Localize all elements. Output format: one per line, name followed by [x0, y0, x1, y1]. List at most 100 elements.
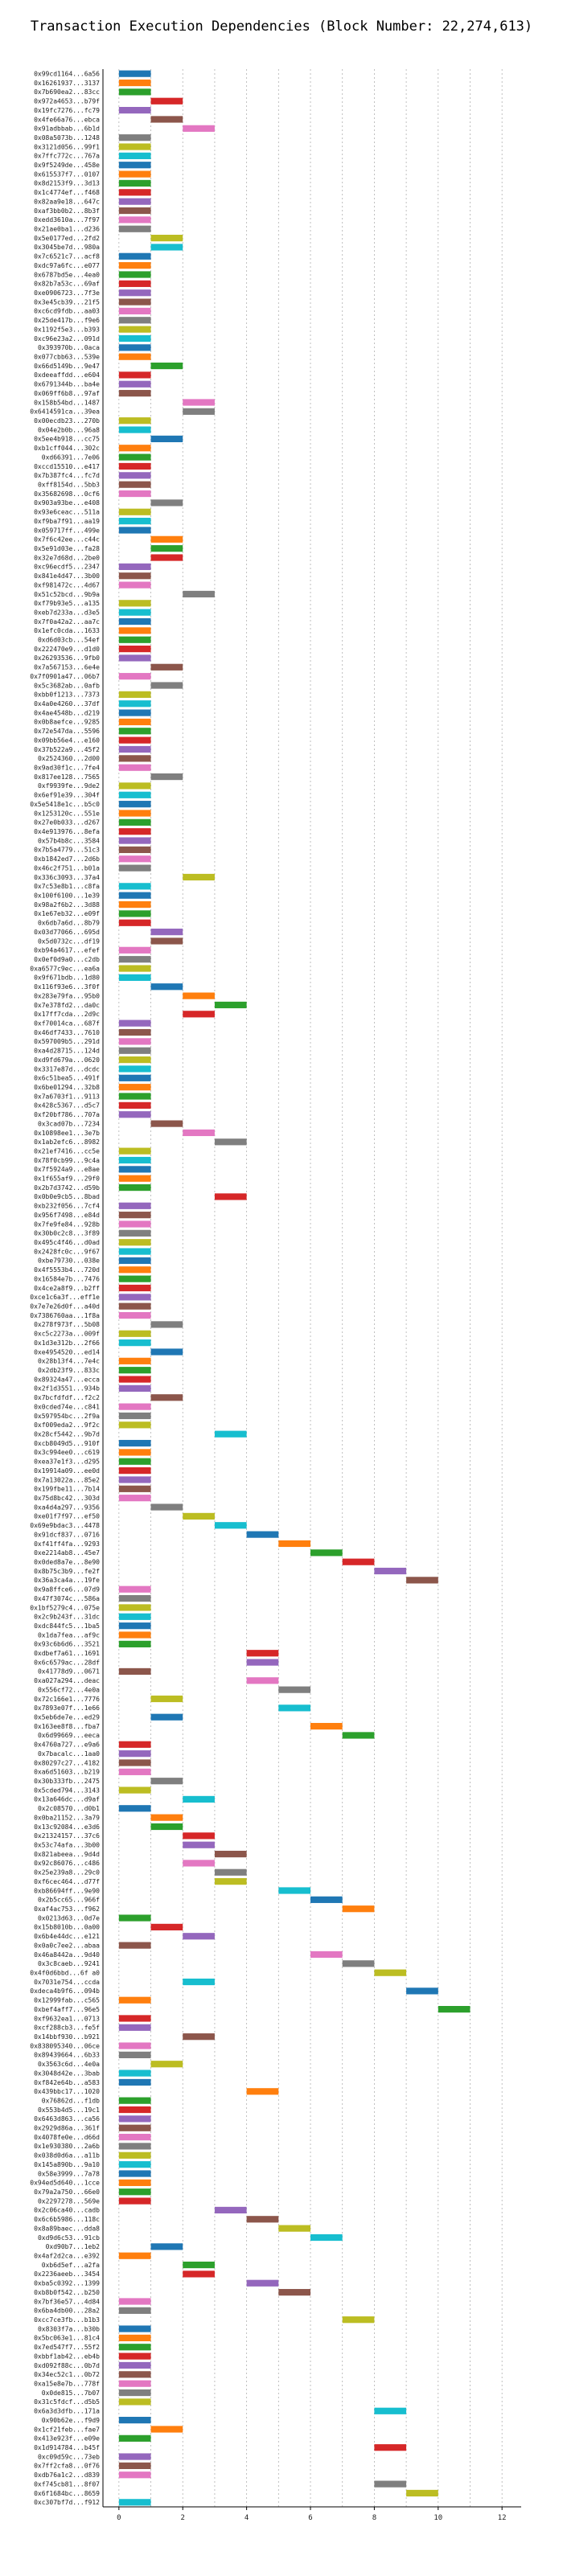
y-tick-label: 0x6c51bea5...491f	[34, 1075, 100, 1082]
dependency-bar	[214, 1138, 247, 1146]
dependency-bar	[118, 1640, 151, 1647]
dependency-bar	[118, 581, 151, 589]
y-tick-label: 0x1efc0cda...1633	[34, 627, 100, 634]
dependency-bar	[183, 1860, 215, 1867]
y-tick-label: 0x93e6ceac...511a	[34, 509, 100, 516]
y-tick-label: 0x821abeea...9d4d	[34, 1851, 100, 1858]
x-tick-labels: 0 2 4 6 8 10 12	[117, 2507, 507, 2522]
dependency-bar	[118, 1376, 151, 1383]
y-tick-label: 0x36a3ca4a...19fe	[34, 1577, 100, 1584]
dependency-bar	[118, 1047, 151, 1054]
dependency-bar	[118, 2417, 151, 2424]
y-tick-label: 0x6a3d3dfb...171a	[34, 2408, 100, 2415]
y-tick-label: 0x615537f7...0107	[34, 170, 100, 178]
y-tick-label: 0x34ec52c1...0b72	[34, 2371, 100, 2378]
y-tick-label: 0x9f671bdb...1d80	[34, 974, 100, 982]
dependency-bar	[118, 189, 151, 196]
y-tick-label: 0xd6d03cb...54ef	[38, 637, 100, 644]
dependency-bar	[118, 1028, 151, 1036]
dependency-bar	[118, 645, 151, 653]
y-tick-label: 0xaf3bb0b2...8b3f	[34, 207, 100, 215]
y-tick-label: 0x6f1684bc...8659	[34, 2490, 100, 2497]
dependency-bar	[118, 2252, 151, 2259]
dependency-bar	[150, 545, 183, 552]
dependency-bar	[150, 2061, 183, 2068]
y-tick-label: 0x2f1d3551...934b	[34, 1385, 100, 1393]
y-tick-label: 0x7a13022a...85e2	[34, 1476, 100, 1483]
dependency-bar	[214, 1193, 247, 1200]
y-tick-label: 0x283e79fa...95b0	[34, 992, 100, 999]
dependency-bar	[118, 1330, 151, 1337]
y-tick-label: 0xf6cec464...d77f	[34, 1878, 100, 1885]
dependency-bar	[246, 2279, 279, 2287]
dependency-bar	[118, 179, 151, 187]
dependency-bar	[118, 1485, 151, 1492]
y-tick-label: 0xbe79730...038e	[38, 1257, 100, 1265]
y-tick-label: 0x17ff7cda...2d9c	[34, 1011, 100, 1018]
dependency-bar	[278, 2225, 311, 2232]
y-tick-label: 0x4e913976...8efa	[34, 828, 100, 835]
dependency-bar	[214, 1001, 247, 1009]
y-tick-label: 0xbbf1ab42...eb4b	[34, 2352, 100, 2360]
y-tick-label: 0x2524360...2d00	[38, 755, 100, 762]
dependency-bar	[310, 1549, 343, 1557]
dependency-bar	[342, 1905, 375, 1913]
y-tick-label: 0xea37e1f3...d295	[34, 1458, 100, 1466]
y-tick-label: 0xf981472c...4d67	[34, 581, 100, 589]
y-tick-label: 0x5e0177ed...2fd2	[34, 235, 100, 242]
y-tick-label: 0xa4d28715...124d	[34, 1048, 100, 1055]
y-tick-label: 0x1e930380...2a6b	[34, 2143, 100, 2150]
dependency-bar	[118, 864, 151, 872]
dependency-bar	[118, 837, 151, 844]
dependency-bar	[118, 1604, 151, 1611]
dependency-bar	[342, 1960, 375, 1967]
y-tick-label: 0x31c5fdcf...d5b5	[34, 2398, 100, 2406]
dependency-bar	[150, 682, 183, 689]
y-tick-label: 0x597009b5...291d	[34, 1038, 100, 1045]
y-tick-label: 0x7b690ea2...83cc	[34, 88, 100, 96]
dependency-bar	[118, 107, 151, 114]
y-tick-label: 0x0a0c7ee2...abaa	[34, 1942, 100, 1949]
dependency-bar	[118, 2453, 151, 2460]
dependency-bar	[118, 1786, 151, 1794]
dependency-bar	[118, 1302, 151, 1310]
dependency-bar	[118, 1476, 151, 1483]
y-tick-label: 0x7893e07f...1e66	[34, 1704, 100, 1712]
y-tick-label: 0xc09d59c...73eb	[38, 2453, 100, 2460]
y-tick-label: 0xcf288cb3...fe5f	[34, 2024, 100, 2032]
y-tick-label: 0x69e9bdac3...4478	[30, 1522, 100, 1529]
y-tick-label: 0xaf4ac753...f962	[34, 1905, 100, 1913]
y-tick-label: 0x0de815...7b07	[42, 2389, 100, 2397]
dependency-bar	[118, 152, 151, 159]
dependency-bar	[118, 1805, 151, 1812]
y-tick-label: 0x13a646dc...d9af	[34, 1796, 100, 1803]
y-tick-label: 0x428c5367...d5c7	[34, 1102, 100, 1110]
y-tick-label: 0x08a5073b...1248	[34, 134, 100, 142]
dependency-bar	[150, 929, 183, 936]
y-tick-label: 0xb1842ed7...2d6b	[34, 855, 100, 863]
dependency-bar	[118, 745, 151, 753]
dependency-bar	[118, 472, 151, 479]
y-tick-label: 0x5bc063e1...81c4	[34, 2335, 100, 2342]
y-tick-label: 0x21ae0ba1...d236	[34, 226, 100, 233]
y-tick-label: 0x2236aeeb...3454	[34, 2270, 100, 2278]
y-tick-label: 0x7a6703f1...9113	[34, 1093, 100, 1100]
y-tick-label: 0x7c53e8b1...c8fa	[34, 883, 100, 890]
x-tick-label: 0	[117, 2514, 121, 2522]
dependency-bar	[150, 435, 183, 443]
y-tick-label: 0x222470e9...d1d0	[34, 646, 100, 653]
y-tick-label: 0xe2214ab8...45e7	[34, 1549, 100, 1557]
y-tick-label: 0x3c994ee0...c619	[34, 1449, 100, 1456]
y-tick-label: 0x12999fab...c565	[34, 1997, 100, 2004]
y-tick-label: 0x03d77066...695d	[34, 929, 100, 936]
y-tick-label: 0xc96ecdf5...2347	[34, 564, 100, 571]
dependency-bar	[310, 1722, 343, 1730]
y-tick-label: 0x903a93be...e408	[34, 499, 100, 507]
y-tick-label: 0x16584e7b...7476	[34, 1275, 100, 1282]
dependency-bar	[118, 1038, 151, 1045]
y-tick-label: 0x5cded794...3143	[34, 1786, 100, 1794]
dependency-bar	[183, 992, 215, 999]
y-tick-label: 0xf745cb81...8f07	[34, 2480, 100, 2488]
dependency-bar	[118, 627, 151, 634]
